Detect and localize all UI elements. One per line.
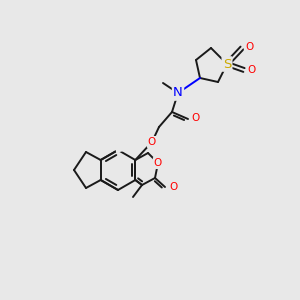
Text: O: O [192, 113, 200, 123]
Text: S: S [223, 58, 231, 70]
Text: O: O [154, 158, 162, 168]
Text: O: O [247, 65, 255, 75]
Text: O: O [245, 42, 253, 52]
Text: N: N [173, 86, 183, 100]
Text: O: O [148, 137, 156, 147]
Text: O: O [169, 182, 177, 192]
